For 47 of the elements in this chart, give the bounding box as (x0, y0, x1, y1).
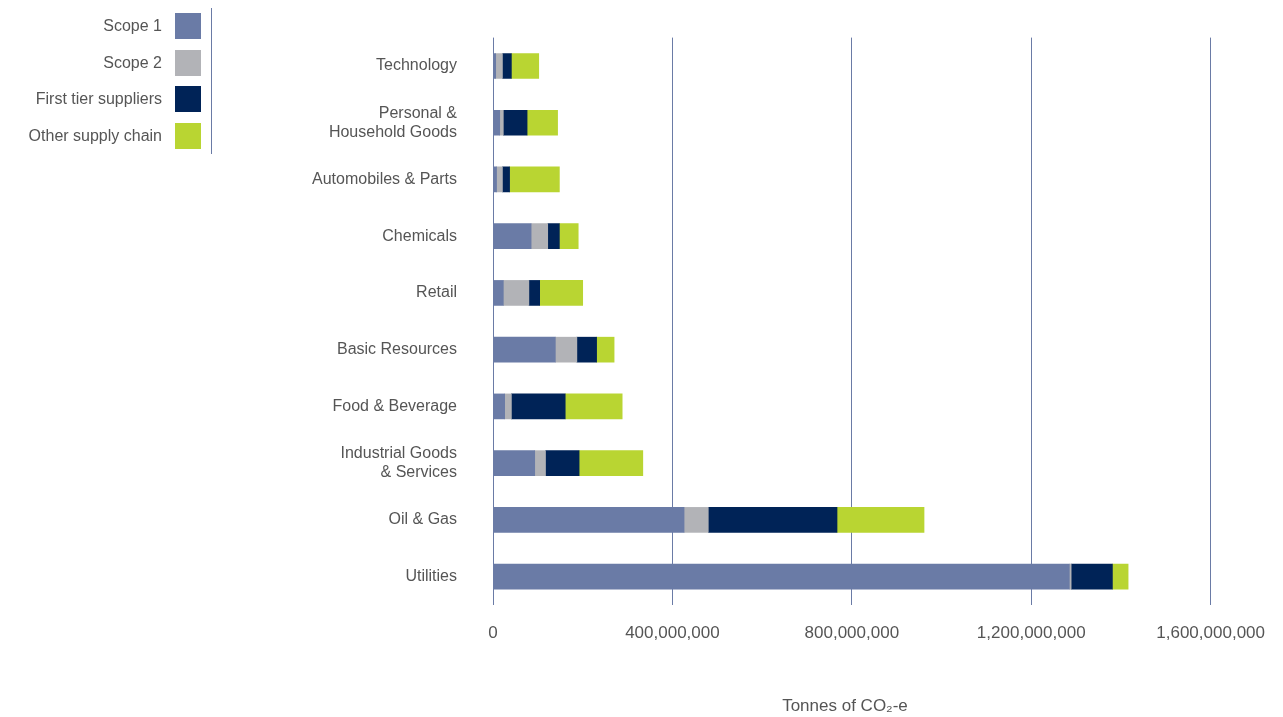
y-tick-label: Automobiles & Parts (312, 169, 457, 187)
bar (683, 507, 709, 533)
bar (502, 53, 512, 79)
y-tick-label: Industrial Goods & Services (340, 443, 457, 481)
y-tick-label: Food & Beverage (332, 396, 458, 414)
bar (502, 280, 530, 306)
y-tick-label: Chemicals (382, 226, 457, 244)
y-tick-label: Oil & Gas (388, 510, 457, 528)
legend-label: Scope 2 (103, 53, 162, 72)
bar (596, 336, 615, 363)
bar (511, 53, 540, 79)
x-tick-label: 800,000,000 (804, 622, 900, 642)
bar (539, 280, 584, 306)
y-tick-label: Personal & Household Goods (328, 103, 458, 140)
legend-label: Other supply chain (28, 126, 162, 145)
legend-label: Scope 1 (103, 17, 162, 36)
bar (564, 393, 623, 420)
y-tick-label: Utilities (405, 567, 457, 585)
bar (528, 280, 540, 306)
y-tick-label: Technology (376, 56, 457, 74)
legend-label: First tier suppliers (35, 90, 162, 109)
bar (504, 393, 512, 420)
x-tick-label: 1,600,000,000 (1156, 622, 1265, 642)
y-tick-label: Retail (416, 283, 457, 301)
bar (502, 109, 528, 136)
x-tick-label: 0 (488, 622, 498, 642)
bar (495, 53, 503, 79)
bar (499, 109, 504, 136)
bar (509, 166, 560, 193)
bar (530, 223, 549, 250)
x-tick-label: 400,000,000 (625, 622, 720, 642)
bar (511, 393, 566, 420)
y-tick-label: Basic Resources (336, 340, 457, 358)
bar (555, 336, 578, 363)
bar (547, 223, 560, 250)
bar (534, 450, 546, 476)
bar (526, 109, 558, 136)
bar (1070, 563, 1113, 590)
bar (578, 450, 644, 476)
bar (496, 166, 503, 193)
bar (559, 223, 579, 250)
bar (707, 507, 838, 533)
bar (576, 336, 597, 363)
x-axis-title: Tonnes of CO₂-e (781, 696, 909, 716)
bar (836, 507, 925, 533)
x-tick-label: 1,200,000,000 (976, 622, 1086, 642)
bar (545, 450, 580, 476)
